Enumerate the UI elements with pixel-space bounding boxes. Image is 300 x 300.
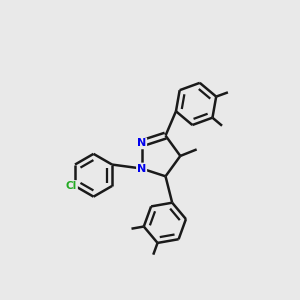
Text: N: N bbox=[137, 138, 146, 148]
Text: Cl: Cl bbox=[66, 181, 77, 191]
Text: N: N bbox=[137, 164, 146, 173]
